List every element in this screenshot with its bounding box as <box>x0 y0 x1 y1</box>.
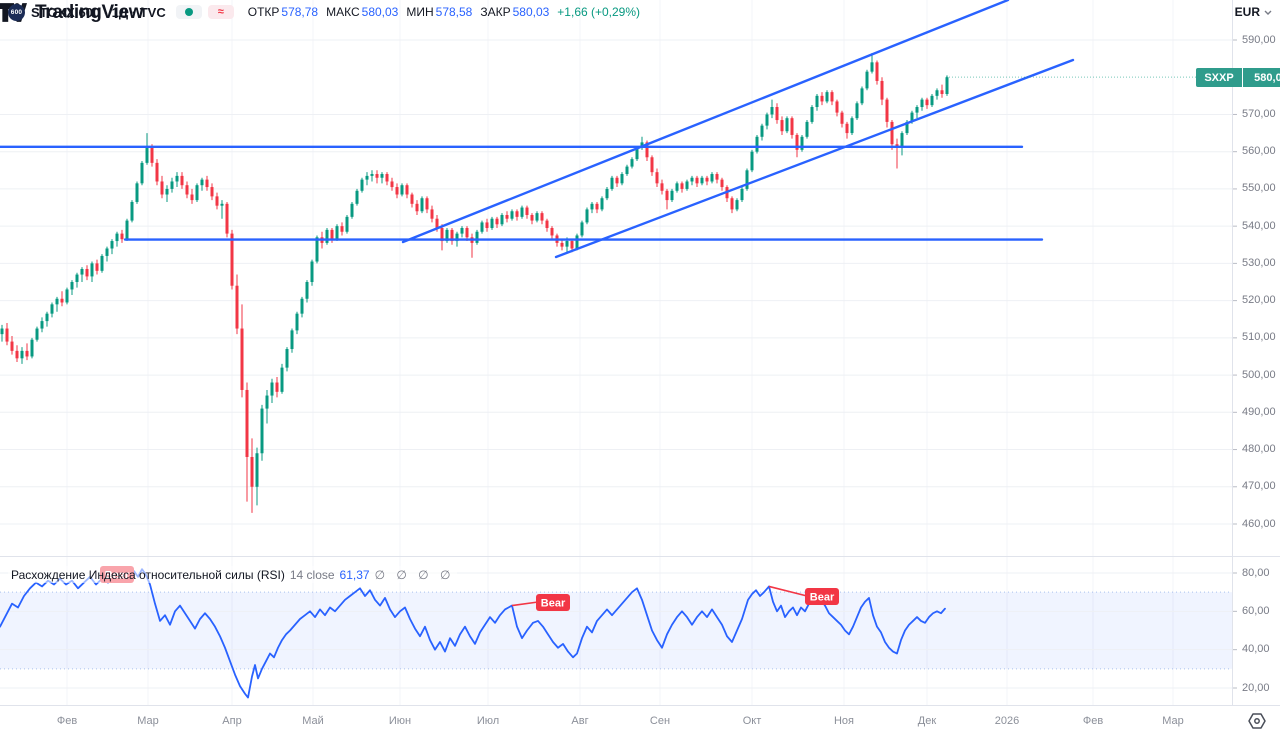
price-axis-label: 550,00 <box>1242 182 1276 195</box>
ohlc-item: МАКС 580,03 <box>326 5 399 19</box>
time-axis-label: 2026 <box>994 715 1020 727</box>
time-axis-label: Фев <box>1082 715 1104 727</box>
time-axis-label: Ноя <box>833 715 855 727</box>
time-axis-label: Сен <box>649 715 671 727</box>
price-axis-label: 590,00 <box>1242 33 1276 46</box>
last-price-symbol: SXXP <box>1204 71 1234 84</box>
rsi-axis-label: 40,00 <box>1242 643 1270 656</box>
ohlc-item: МИН 578,58 <box>406 5 473 19</box>
rsi-axis-label: 20,00 <box>1242 681 1270 694</box>
price-axis-label: 460,00 <box>1242 517 1276 530</box>
currency-label: EUR <box>1234 5 1260 19</box>
price-axis-label: 480,00 <box>1242 443 1276 456</box>
rsi-indicator-title[interactable]: Расхождение Индекса относительной силы (… <box>8 566 458 583</box>
price-gridlines <box>0 39 1237 525</box>
candles-layer[interactable] <box>0 53 949 513</box>
chevron-down-icon <box>1264 10 1272 15</box>
rsi-params: 14 close <box>289 567 335 582</box>
symbol-logo-badge[interactable]: 600 <box>8 3 25 21</box>
price-axis-label: 540,00 <box>1242 219 1276 232</box>
svg-text:Bear: Bear <box>541 598 566 610</box>
price-axis-label: 470,00 <box>1242 480 1276 493</box>
change-value: +1,66 (+0,29%) <box>557 5 641 19</box>
time-axis-label: Авг <box>571 715 589 727</box>
svg-text:Bear: Bear <box>810 592 835 604</box>
price-axis-label: 500,00 <box>1242 368 1276 381</box>
time-axis-label: Май <box>302 715 324 727</box>
time-axis-label: Июл <box>476 715 500 727</box>
time-axis-label: Дек <box>917 715 937 727</box>
time-axis-label: Мар <box>137 715 159 727</box>
trendline-annotations[interactable] <box>0 0 1075 259</box>
market-status-dot-icon <box>184 8 193 16</box>
rsi-band <box>0 572 1237 689</box>
pane-separator[interactable] <box>0 556 1280 557</box>
ohlc-item: ЗАКР 580,03 <box>480 5 550 19</box>
price-axis-label: 530,00 <box>1242 256 1276 269</box>
last-price-value: 580,03 <box>1242 68 1280 87</box>
rsi-value: 61,37 <box>339 567 370 582</box>
time-axis-label: Фев <box>56 715 78 727</box>
rsi-axis-label: 60,00 <box>1242 604 1270 617</box>
time-axis-label: Июн <box>388 715 412 727</box>
currency-selector[interactable]: EUR <box>1235 4 1272 20</box>
price-axis-label: 570,00 <box>1242 107 1276 120</box>
time-axis-separator <box>0 705 1280 706</box>
ohlc-item: ОТКР 578,78 <box>247 5 319 19</box>
price-axis-label: 510,00 <box>1242 331 1276 344</box>
time-axis-label: Окт <box>742 715 762 727</box>
rsi-null-values: ∅ ∅ ∅ ∅ <box>374 567 455 582</box>
symbol-title[interactable]: STOXX 600 · 1Д · TVC <box>31 4 166 20</box>
price-axis-label: 560,00 <box>1242 145 1276 158</box>
last-price-badge: SXXP 580,03 <box>1196 68 1280 87</box>
rsi-axis-label: 80,00 <box>1242 566 1270 579</box>
price-axis-separator <box>1232 0 1233 705</box>
chart-settings-icon[interactable] <box>1247 712 1267 730</box>
ohlc-legend: ОТКР 578,78 МАКС 580,03 МИН 578,58 ЗАКР 580,03 <box>248 5 550 19</box>
time-axis[interactable]: Фев Мар Апр Май Июн Июл Авг Сен Окт Ноя Дек 2026 Фев… <box>0 706 1280 734</box>
approx-values-chip[interactable]: ≈ <box>207 5 234 19</box>
market-status-chip[interactable] <box>175 5 202 19</box>
price-axis-label: 490,00 <box>1242 405 1276 418</box>
vertical-gridlines <box>66 0 1174 705</box>
symbol-legend: 600 STOXX 600 · 1Д · TVC ≈ ОТКР 578,78 МАК… <box>8 3 640 21</box>
tradingview-logo-text: TradingView <box>35 1 144 23</box>
price-axis-label: 520,00 <box>1242 294 1276 307</box>
time-axis-label: Мар <box>1162 715 1184 727</box>
time-axis-label: Апр <box>222 715 242 727</box>
rsi-title-text: Расхождение Индекса относительной силы (… <box>11 567 285 582</box>
